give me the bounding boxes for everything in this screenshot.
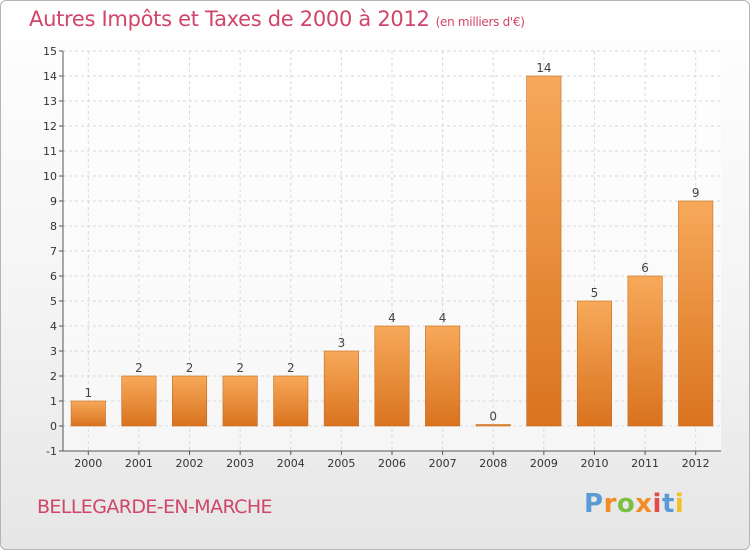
y-tick-label: 8 <box>50 220 57 233</box>
y-tick-label: 4 <box>50 320 57 333</box>
bar-2005 <box>323 350 359 427</box>
y-tick-label: 12 <box>43 120 57 133</box>
bar-2004 <box>273 375 309 427</box>
x-tick-label-2003: 2003 <box>226 457 254 470</box>
y-tick-label: 10 <box>43 170 57 183</box>
x-tick-label-2001: 2001 <box>125 457 153 470</box>
data-label-2007: 4 <box>439 311 447 325</box>
data-label-2000: 1 <box>84 386 92 400</box>
x-tick-label-2009: 2009 <box>530 457 558 470</box>
logo-letter: r <box>603 489 617 519</box>
x-tick-label-2000: 2000 <box>74 457 102 470</box>
x-tick-label-2011: 2011 <box>631 457 659 470</box>
y-tick-label: 14 <box>43 70 57 83</box>
data-label-2011: 6 <box>641 261 649 275</box>
data-label-2002: 2 <box>186 361 194 375</box>
proxiti-logo: Proxiti <box>584 489 684 519</box>
x-tick-label-2002: 2002 <box>176 457 204 470</box>
data-label-2012: 9 <box>692 186 700 200</box>
bar-2009 <box>526 75 562 427</box>
data-label-2008: 0 <box>489 410 497 424</box>
y-tick-label: 5 <box>50 295 57 308</box>
data-label-2009: 14 <box>536 61 551 75</box>
x-tick-label-2007: 2007 <box>429 457 457 470</box>
logo-letter: i <box>674 489 685 519</box>
bar-2001 <box>121 375 157 427</box>
bar-2006 <box>374 325 410 427</box>
logo-letter: P <box>584 489 604 519</box>
y-tick-label: 1 <box>50 395 57 408</box>
bar-2002 <box>172 375 208 427</box>
x-tick-label-2008: 2008 <box>479 457 507 470</box>
bar-2008 <box>475 424 511 427</box>
y-tick-label: 0 <box>50 420 57 433</box>
data-label-2001: 2 <box>135 361 143 375</box>
logo-letter: i <box>652 489 662 519</box>
x-tick-label-2006: 2006 <box>378 457 406 470</box>
bar-2011 <box>627 275 663 427</box>
y-tick-label: 9 <box>50 195 57 208</box>
data-label-2010: 5 <box>591 286 599 300</box>
y-tick-label: 6 <box>50 270 57 283</box>
bar-2000 <box>70 400 106 427</box>
y-tick-label: 7 <box>50 245 57 258</box>
y-tick-label: 2 <box>50 370 57 383</box>
logo-letter: t <box>661 489 675 519</box>
chart-title-text: Autres Impôts et Taxes de 2000 à 2012 <box>29 7 430 31</box>
x-tick-label-2010: 2010 <box>580 457 608 470</box>
y-tick-label: 11 <box>43 145 57 158</box>
bar-2010 <box>576 300 612 427</box>
data-label-2006: 4 <box>388 311 396 325</box>
x-tick-label-2004: 2004 <box>277 457 305 470</box>
data-label-2003: 2 <box>236 361 244 375</box>
bar-2003 <box>222 375 258 427</box>
bar-2012 <box>678 200 714 427</box>
logo-letter: o <box>616 489 636 519</box>
y-tick-label: 15 <box>43 45 57 58</box>
y-tick-label: -1 <box>46 445 57 458</box>
chart-unit: (en milliers d'€) <box>435 15 525 29</box>
x-tick-label-2012: 2012 <box>682 457 710 470</box>
logo-letter: x <box>635 489 653 519</box>
chart-title: Autres Impôts et Taxes de 2000 à 2012 (en… <box>29 7 525 31</box>
y-tick-label: 3 <box>50 345 57 358</box>
bar-2007 <box>425 325 461 427</box>
data-label-2005: 3 <box>338 336 346 350</box>
y-tick-label: 13 <box>43 95 57 108</box>
x-tick-label-2005: 2005 <box>327 457 355 470</box>
commune-name: BELLEGARDE-EN-MARCHE <box>37 496 273 518</box>
data-label-2004: 2 <box>287 361 295 375</box>
